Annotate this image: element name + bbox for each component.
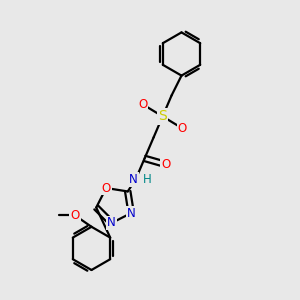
Text: O: O [101, 182, 111, 194]
Text: N: N [107, 217, 116, 230]
Text: O: O [161, 158, 170, 171]
Text: S: S [158, 110, 167, 123]
Text: N: N [129, 173, 138, 186]
Text: O: O [178, 122, 187, 135]
Text: O: O [70, 209, 80, 222]
Text: N: N [127, 206, 136, 220]
Text: O: O [138, 98, 147, 111]
Text: H: H [142, 173, 152, 186]
